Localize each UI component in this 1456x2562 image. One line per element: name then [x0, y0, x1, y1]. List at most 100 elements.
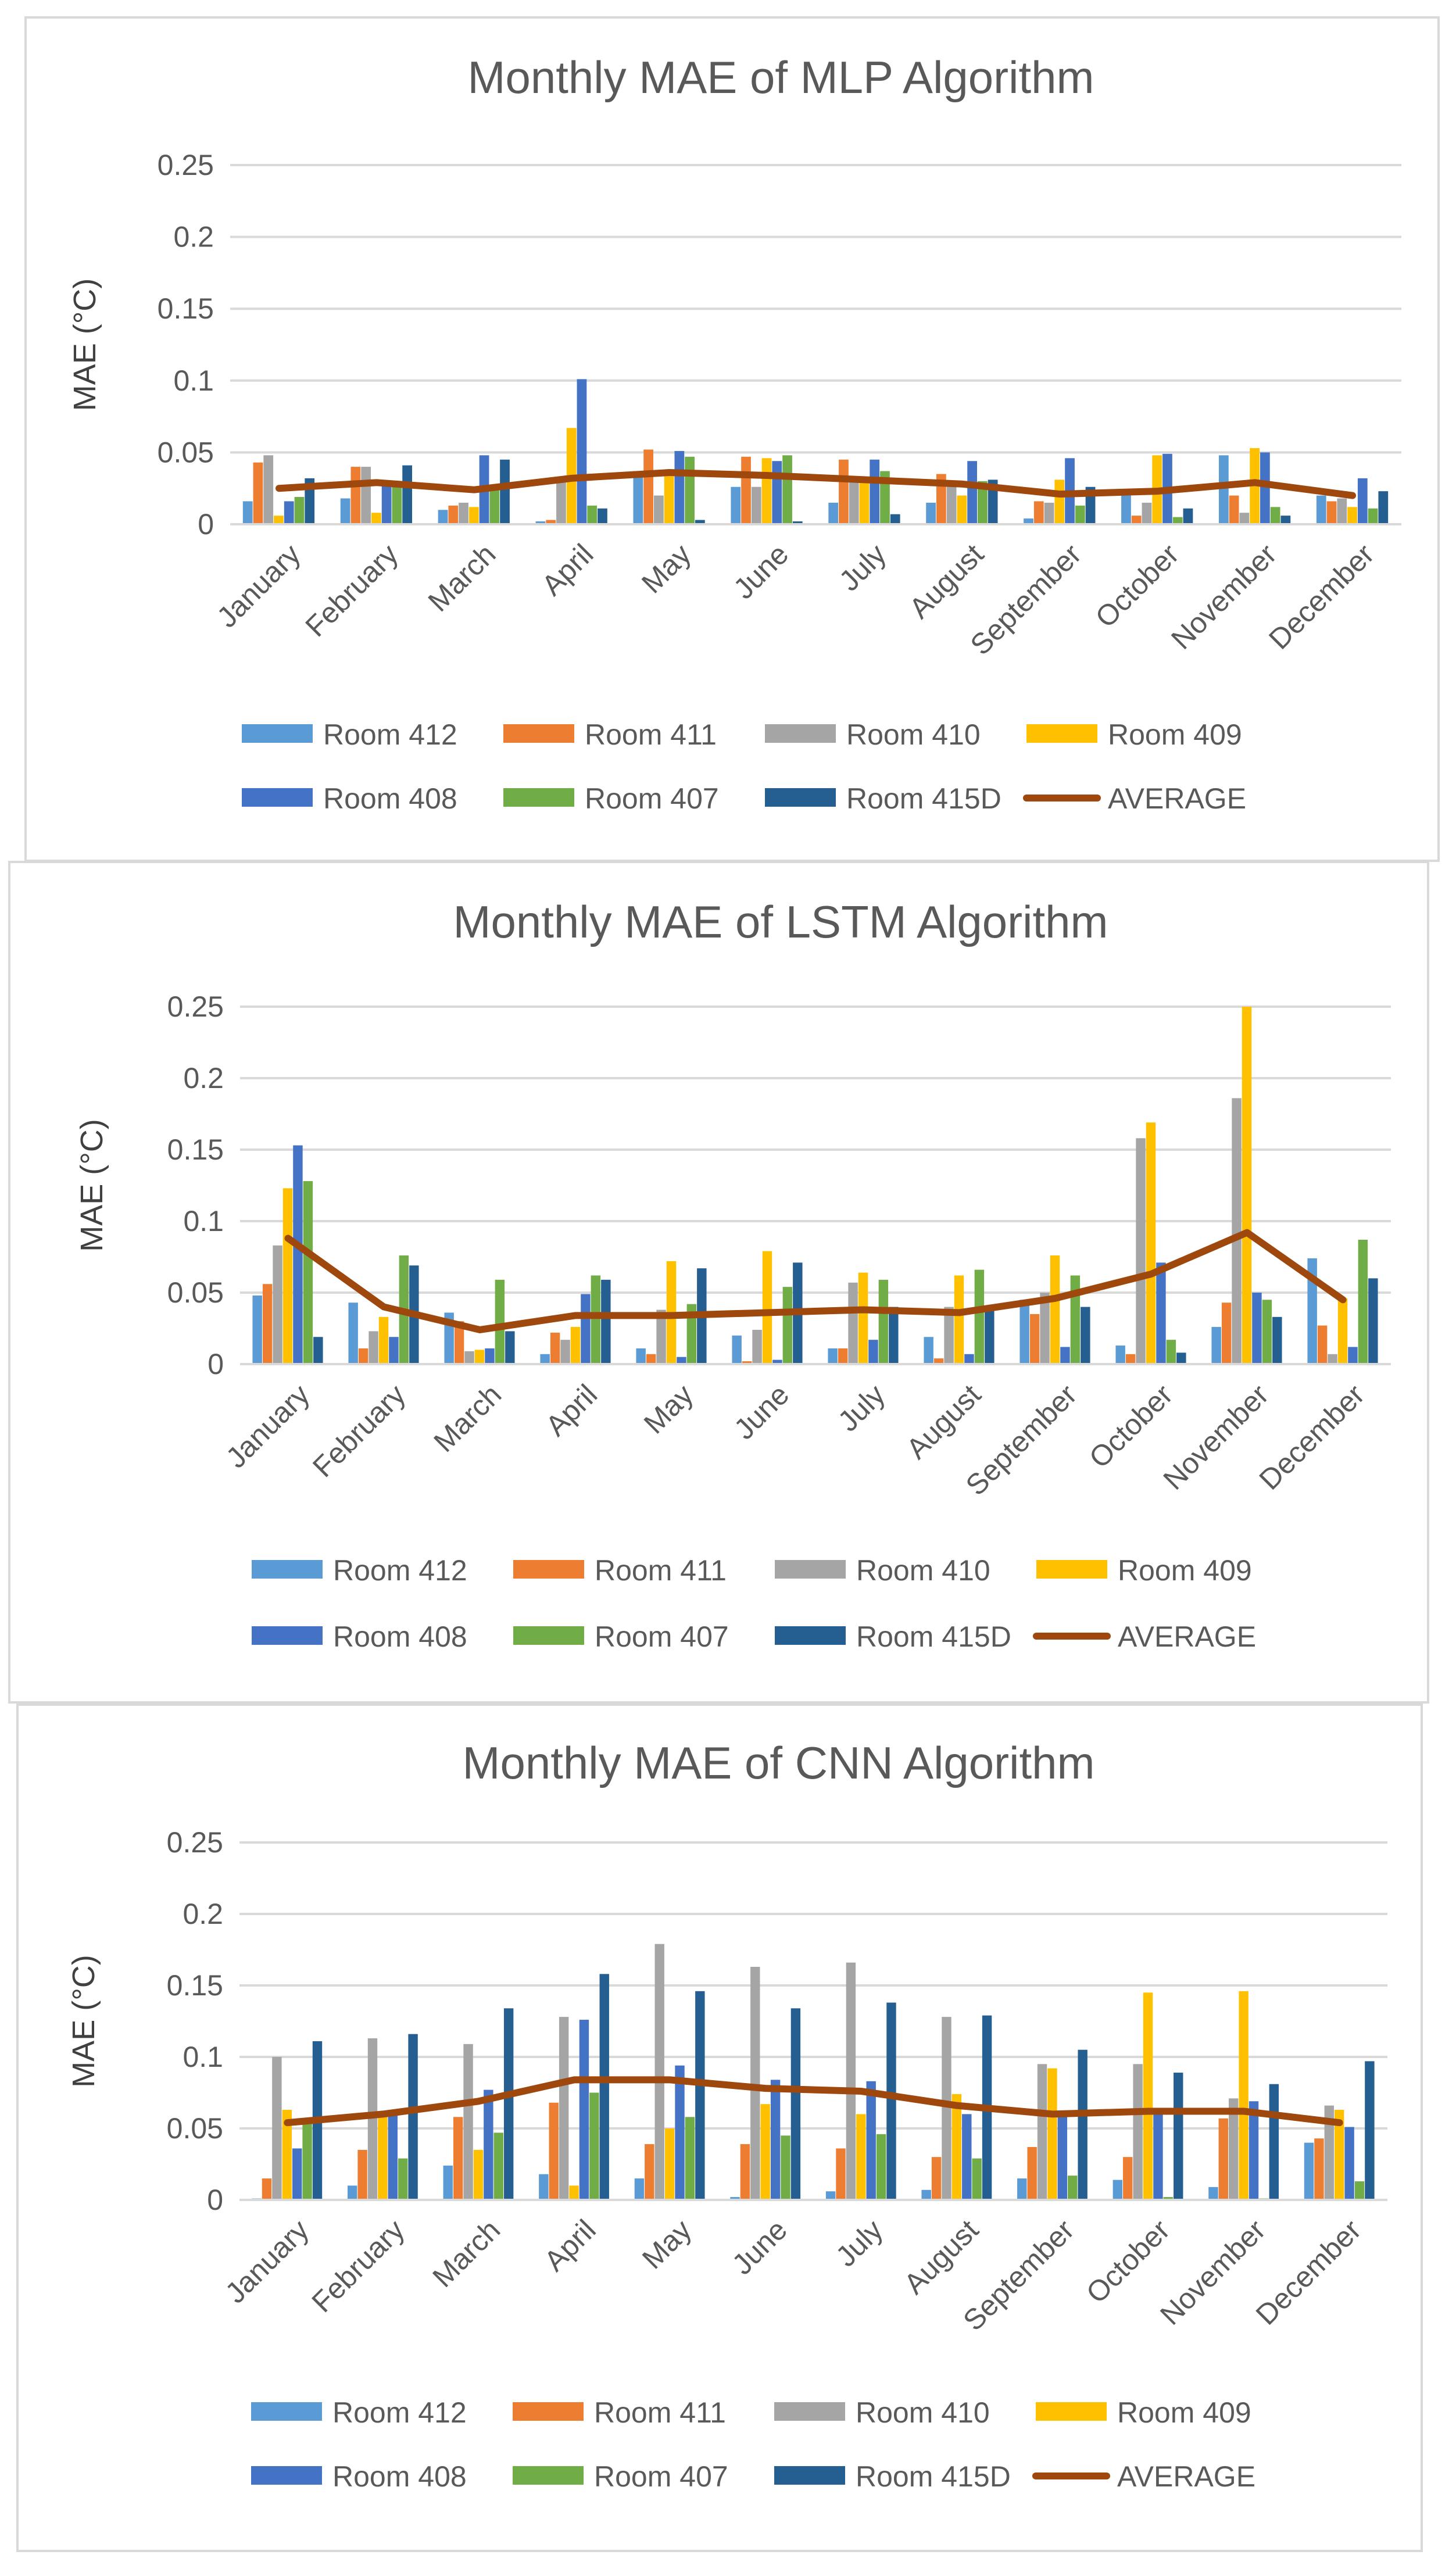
x-tick-label: May: [638, 1378, 699, 1440]
x-tick-label: November: [1154, 2213, 1272, 2331]
bar-room-410-january: [263, 455, 274, 524]
bar-room-407-february: [398, 2158, 408, 2200]
bar-room-409-july: [859, 481, 870, 524]
legend-label: Room 408: [323, 782, 457, 815]
chart-cnn: Monthly MAE of CNN Algorithm 0 0.05 0.1 0.15…: [66, 1737, 1387, 2493]
y-tick-label: 0.1: [183, 1205, 224, 1237]
bar-room-409-june: [761, 458, 772, 524]
bar-room-412-november: [1208, 2187, 1218, 2200]
bar-room-415d-november: [1272, 1316, 1282, 1364]
legend-label: Room 411: [585, 718, 717, 751]
x-tick-label: August: [900, 1378, 988, 1465]
bar-room-415d-september: [1081, 1307, 1090, 1364]
bar-room-407-april: [589, 2092, 599, 2200]
bar-room-408-june: [772, 1359, 782, 1364]
legend-swatch: [1036, 2402, 1107, 2421]
bar-room-409-october: [1143, 1992, 1153, 2200]
x-tick-label: May: [636, 2213, 697, 2275]
bar-room-409-december: [1335, 2110, 1344, 2200]
bar-room-412-april: [535, 521, 546, 524]
legend-swatch: [503, 788, 574, 807]
bar-room-409-november: [1250, 448, 1260, 524]
x-tick-label: January: [220, 1378, 316, 1474]
bar-room-408-december: [1357, 478, 1368, 524]
bar-room-407-march: [493, 2132, 503, 2200]
bar-room-415d-july: [889, 1307, 899, 1364]
bar-room-409-december: [1347, 507, 1357, 524]
bar-room-409-december: [1337, 1298, 1348, 1364]
bar-room-410-may: [656, 1309, 666, 1364]
x-tick-label: July: [832, 1378, 891, 1437]
bar-room-409-september: [1054, 480, 1065, 524]
x-tick-label: April: [539, 1378, 603, 1442]
bar-room-407-august: [978, 481, 988, 524]
x-tick-label: October: [1083, 1378, 1179, 1474]
bar-room-408-december: [1348, 1347, 1358, 1364]
bar-room-412-july: [828, 502, 839, 524]
bar-room-411-february: [357, 2149, 367, 2200]
bar-room-412-may: [634, 2178, 645, 2200]
legend-label: Room 408: [333, 1620, 467, 1653]
bar-room-412-october: [1112, 2180, 1123, 2200]
legend-label: AVERAGE: [1117, 2460, 1255, 2493]
y-axis-label: MAE (°C): [67, 278, 102, 412]
bar-room-410-november: [1232, 1098, 1242, 1364]
bar-room-410-october: [1133, 2064, 1143, 2200]
chart-lstm: Monthly MAE of LSTM Algorithm 0 0.05 0.1 0.1…: [74, 896, 1391, 1653]
bar-room-408-november: [1248, 2101, 1259, 2200]
bar-room-410-july: [848, 1282, 858, 1364]
bar-room-408-august: [967, 461, 978, 524]
chart-title: Monthly MAE of CNN Algorithm: [462, 1737, 1094, 1788]
bar-room-411-august: [933, 1358, 944, 1364]
legend-label: Room 415D: [856, 2460, 1011, 2493]
bar-room-410-november: [1239, 513, 1250, 524]
x-tick-label: January: [210, 538, 306, 634]
bar-room-408-february: [381, 481, 392, 524]
legend-swatch: [774, 2402, 845, 2421]
bar-room-407-june: [782, 1287, 793, 1364]
x-tick-label: November: [1165, 538, 1283, 656]
bar-room-408-may: [677, 1357, 686, 1364]
bar-room-408-january: [284, 501, 294, 524]
bar-room-412-march: [443, 2165, 453, 2200]
x-tick-label: December: [1262, 538, 1380, 656]
x-tick-label: March: [422, 538, 502, 618]
bar-room-415d-april: [599, 1974, 609, 2200]
bar-room-407-april: [587, 505, 598, 524]
bar-room-407-november: [1262, 1300, 1272, 1364]
x-tick-label: October: [1089, 538, 1185, 634]
bar-room-411-december: [1326, 501, 1337, 524]
bar-room-410-august: [944, 1307, 954, 1364]
bar-room-410-october: [1136, 1138, 1146, 1364]
bar-room-411-july: [839, 459, 849, 524]
bar-room-411-december: [1314, 2138, 1324, 2200]
legend-label: Room 412: [332, 2396, 467, 2429]
bar-room-409-february: [378, 1316, 389, 1364]
bar-room-411-april: [550, 1332, 560, 1364]
legend-label: Room 409: [1108, 718, 1242, 751]
legend-label: Room 410: [846, 718, 981, 751]
bar-room-407-september: [1075, 505, 1085, 524]
bar-room-407-january: [294, 497, 305, 524]
bar-room-412-september: [1017, 2178, 1027, 2200]
bar-room-407-october: [1172, 517, 1183, 524]
bar-room-408-february: [389, 1337, 399, 1364]
legend-swatch: [503, 724, 574, 743]
bar-room-410-december: [1328, 1354, 1337, 1364]
bar-room-412-january: [242, 501, 253, 524]
y-tick-label: 0.2: [173, 221, 214, 253]
bar-room-412-october: [1115, 1346, 1125, 1364]
bar-room-411-november: [1229, 495, 1239, 524]
x-tick-label: December: [1253, 1378, 1371, 1496]
x-tick-label: July: [833, 538, 892, 597]
bar-room-415d-december: [1368, 1278, 1378, 1364]
bar-room-410-december: [1337, 498, 1347, 524]
bar-room-412-august: [924, 1337, 933, 1364]
bar-room-409-july: [856, 2114, 866, 2200]
bar-room-410-june: [750, 1967, 760, 2200]
y-tick-label: 0.15: [167, 1969, 223, 2002]
x-tick-label: April: [538, 2213, 602, 2277]
bar-room-407-july: [880, 471, 890, 524]
bar-room-410-august: [946, 484, 957, 524]
bar-room-412-april: [539, 2174, 549, 2200]
